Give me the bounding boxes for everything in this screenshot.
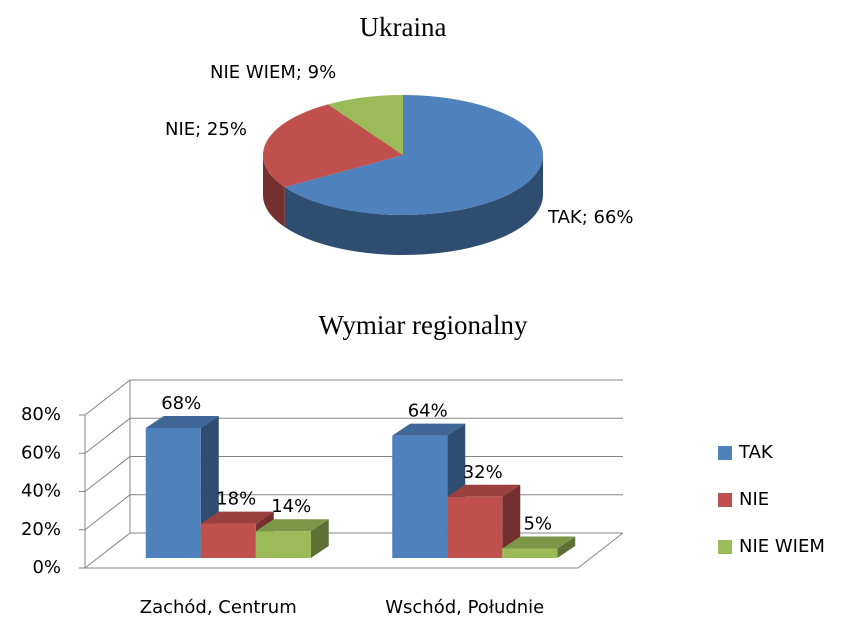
bar-top (392, 423, 466, 436)
legend-label: TAK (738, 442, 774, 463)
y-tick-label: 20% (21, 519, 61, 540)
bar-value-label: 18% (216, 489, 256, 510)
legend-swatch (718, 446, 732, 460)
grid-line (84, 379, 623, 416)
bar-top (200, 511, 274, 524)
bar-side (557, 536, 576, 558)
legend-swatch (718, 540, 732, 554)
y-tick-label: 40% (21, 481, 61, 502)
pie-title: Ukraina (360, 12, 447, 42)
bar-side (310, 519, 329, 558)
bar-value-label: 5% (523, 513, 552, 534)
bar (200, 523, 256, 558)
pie-label: TAK; 66% (547, 207, 634, 228)
bar-top (255, 519, 329, 532)
pie-slice (263, 104, 403, 188)
legend-label: NIE (739, 489, 769, 510)
x-tick-label: Wschód, Południe (385, 597, 544, 618)
pie-slice (284, 95, 543, 215)
bar (392, 435, 448, 558)
grid-line (84, 417, 623, 454)
bar-top (447, 484, 521, 497)
pie-side (263, 155, 285, 228)
bar (447, 496, 503, 558)
x-tick-label: Zachód, Centrum (140, 597, 297, 618)
pie-side (284, 155, 543, 256)
bar (255, 531, 311, 558)
y-tick-label: 60% (21, 442, 61, 463)
y-tick-label: 80% (21, 404, 61, 425)
bar (145, 427, 201, 558)
pie-label: NIE; 25% (165, 119, 247, 140)
bar-value-label: 32% (463, 462, 503, 483)
pie-slice (327, 95, 403, 155)
bar-value-label: 14% (271, 496, 311, 517)
bar-value-label: 68% (161, 393, 201, 414)
y-tick-label: 0% (32, 557, 61, 578)
bar-top (502, 536, 576, 549)
pie-label: NIE WIEM; 9% (210, 62, 336, 83)
legend-swatch (718, 493, 732, 507)
legend-label: NIE WIEM (739, 536, 825, 557)
bar-top (145, 415, 219, 428)
bar (502, 548, 558, 558)
bar-title: Wymiar regionalny (318, 310, 528, 340)
bar-value-label: 64% (408, 401, 448, 422)
